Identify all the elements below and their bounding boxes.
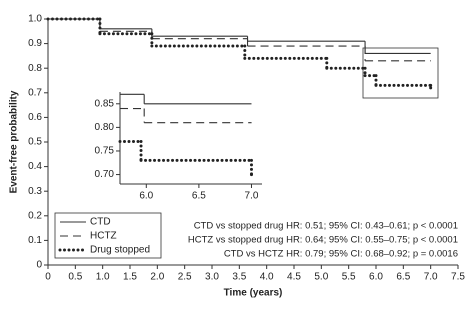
x-tick-label: 4.0 <box>260 272 274 283</box>
x-tick-label: 5.5 <box>342 272 356 283</box>
x-tick-label: 4.5 <box>287 272 301 283</box>
annotation: HCTZ vs stopped drug HR: 0.64; 95% CI: 0… <box>188 235 458 246</box>
x-tick-label: 3.5 <box>232 272 246 283</box>
y-tick-label: 0.8 <box>28 63 42 74</box>
x-tick-label: 6.5 <box>396 272 410 283</box>
x-tick-label: 0 <box>45 272 51 283</box>
y-tick-label: 0.1 <box>28 235 42 246</box>
annotation: CTD vs HCTZ HR: 0.79; 95% CI: 0.68–0.92;… <box>224 249 458 260</box>
legend-label: Drug stopped <box>90 245 150 256</box>
x-tick-label: 1.0 <box>96 272 110 283</box>
y-tick-label: 0.4 <box>28 161 42 172</box>
y-tick-label: 0.80 <box>95 122 115 133</box>
x-tick-label: 0.5 <box>68 272 82 283</box>
x-tick-label: 5.0 <box>314 272 328 283</box>
x-tick-label: 3.0 <box>205 272 219 283</box>
y-tick-label: 0.85 <box>95 98 115 109</box>
legend-label: CTD <box>90 217 111 228</box>
x-axis-label: Time (years) <box>224 288 283 299</box>
y-tick-label: 0.70 <box>95 169 115 180</box>
x-tick-label: 7.0 <box>245 191 259 202</box>
y-tick-label: 0.5 <box>28 137 42 148</box>
y-tick-label: 0.2 <box>28 210 42 221</box>
x-tick-label: 2.0 <box>150 272 164 283</box>
x-tick-label: 2.5 <box>178 272 192 283</box>
y-axis-label: Event-free probability <box>9 90 20 193</box>
x-tick-label: 6.5 <box>192 191 206 202</box>
y-tick-label: 0.6 <box>28 112 42 123</box>
x-tick-label: 6.0 <box>139 191 153 202</box>
legend-label: HCTZ <box>90 231 117 242</box>
annotation: CTD vs stopped drug HR: 0.51; 95% CI: 0.… <box>194 221 458 232</box>
x-tick-label: 7.5 <box>451 272 465 283</box>
y-tick-label: 0.3 <box>28 186 42 197</box>
y-tick-label: 0.75 <box>95 146 115 157</box>
y-tick-label: 0.9 <box>28 38 42 49</box>
y-tick-label: 0 <box>36 260 42 271</box>
zoom-box <box>362 47 439 99</box>
x-tick-label: 7.0 <box>424 272 438 283</box>
y-tick-label: 0.7 <box>28 87 42 98</box>
x-tick-label: 1.5 <box>123 272 137 283</box>
x-tick-label: 6.0 <box>369 272 383 283</box>
y-tick-label: 1.0 <box>28 14 42 25</box>
